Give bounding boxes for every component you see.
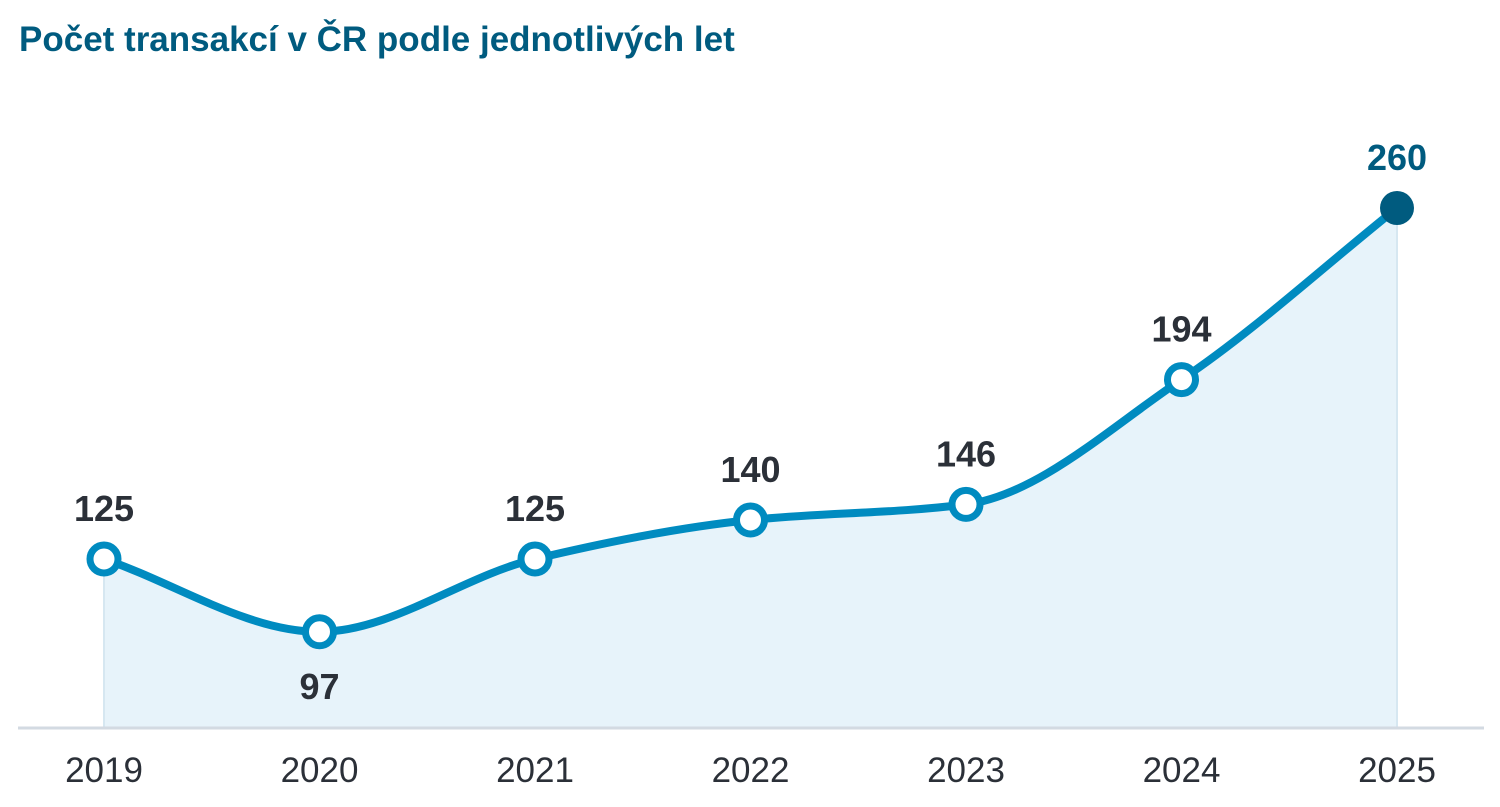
data-point — [86, 541, 122, 577]
data-point-highlight — [1380, 191, 1414, 225]
x-axis-ticks-layer: 2019 2020 2021 2022 2023 2024 2025 — [65, 751, 1436, 790]
data-point — [1164, 362, 1199, 398]
data-point — [733, 502, 768, 538]
area-fill — [104, 208, 1397, 728]
x-tick-label: 2019 — [65, 751, 143, 790]
x-tick-label: 2020 — [281, 751, 359, 790]
x-tick-label: 2024 — [1143, 751, 1221, 790]
chart-title: Počet transakcí v ČR podle jednotlivých … — [19, 20, 735, 59]
data-labels-layer: 125 97 125 140 146 194 260 — [74, 137, 1427, 707]
data-point — [517, 541, 553, 577]
data-label: 194 — [1151, 309, 1211, 350]
x-tick-label: 2021 — [496, 751, 574, 790]
data-label: 146 — [936, 433, 996, 474]
data-label: 97 — [299, 666, 339, 707]
x-tick-label: 2022 — [712, 751, 790, 790]
data-point — [302, 614, 337, 650]
area-fill-layer — [103, 208, 1398, 728]
data-label: 125 — [74, 488, 134, 529]
x-tick-label: 2025 — [1358, 751, 1436, 790]
data-points-layer — [86, 191, 1414, 650]
data-label: 260 — [1367, 137, 1427, 178]
x-tick-label: 2023 — [927, 751, 1005, 790]
data-label: 125 — [505, 488, 565, 529]
data-point — [948, 486, 984, 522]
data-label: 140 — [720, 449, 780, 490]
